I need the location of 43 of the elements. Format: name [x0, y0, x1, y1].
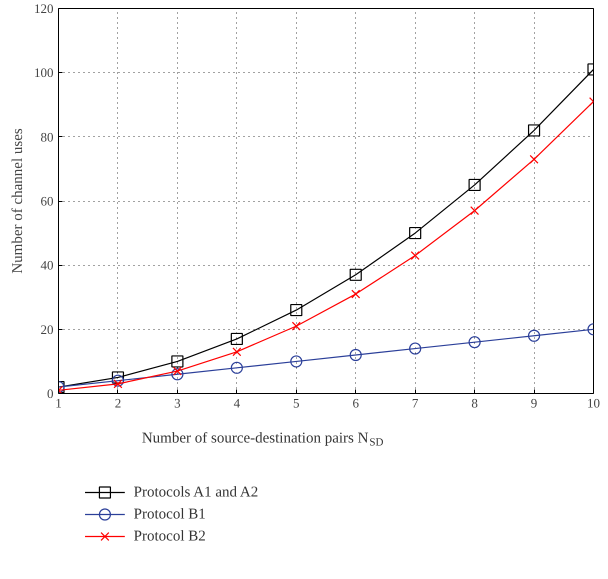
- legend-label: Protocol B1: [134, 506, 206, 522]
- y-tick-label: 120: [34, 1, 54, 16]
- point: [230, 362, 243, 374]
- point: [290, 355, 302, 368]
- y-tick-label: 40: [40, 258, 54, 273]
- x-tick-label: 9: [530, 396, 538, 410]
- point: [410, 251, 420, 260]
- point: [112, 374, 124, 387]
- x-tick-label: 7: [412, 396, 419, 410]
- point: [171, 368, 184, 380]
- point: [409, 342, 422, 355]
- point: [230, 332, 243, 346]
- point: [292, 322, 301, 331]
- x-tick-label: 3: [174, 396, 181, 410]
- x-tick-label: 10: [587, 396, 600, 410]
- point: [290, 304, 302, 316]
- legend-label: Protocols A1 and A2: [134, 484, 258, 500]
- legend-label: Protocol B2: [134, 528, 206, 544]
- y-tick-label: 100: [34, 65, 54, 80]
- y-tick-label: 0: [47, 386, 54, 401]
- x-tick-label: 2: [114, 396, 122, 410]
- point: [350, 348, 362, 362]
- x-tick-label: 1: [55, 396, 62, 410]
- point: [409, 226, 422, 240]
- x-tick-label: 5: [293, 396, 300, 410]
- point: [350, 268, 362, 281]
- point: [232, 347, 242, 356]
- point: [528, 124, 540, 137]
- point: [470, 206, 480, 216]
- point: [172, 366, 182, 376]
- x-tick-label: 6: [352, 396, 360, 410]
- point: [468, 336, 481, 348]
- y-tick-label: 60: [40, 194, 54, 208]
- y-tick-label: 20: [40, 322, 54, 337]
- point: [530, 154, 539, 164]
- point: [468, 178, 481, 192]
- y-tick-label: 80: [40, 129, 54, 144]
- point: [171, 355, 184, 368]
- point: [528, 330, 540, 342]
- x-tick-label: 8: [471, 396, 478, 410]
- x-tick-label: 4: [234, 396, 241, 410]
- y-axis-title: Number of channel uses: [10, 128, 26, 274]
- point: [351, 290, 360, 299]
